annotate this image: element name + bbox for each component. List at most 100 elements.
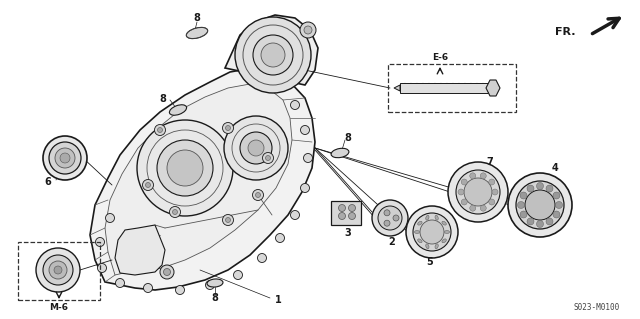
- Polygon shape: [105, 84, 292, 275]
- Text: S023-M0100: S023-M0100: [573, 303, 620, 313]
- Circle shape: [240, 132, 272, 164]
- Circle shape: [253, 35, 293, 75]
- Ellipse shape: [426, 244, 429, 249]
- Circle shape: [520, 192, 527, 199]
- Polygon shape: [115, 225, 165, 275]
- Circle shape: [54, 266, 62, 274]
- Text: 3: 3: [344, 228, 351, 238]
- Circle shape: [115, 278, 125, 287]
- Text: 6: 6: [45, 177, 51, 187]
- Polygon shape: [225, 15, 318, 85]
- Circle shape: [301, 183, 310, 192]
- Ellipse shape: [442, 221, 446, 225]
- Circle shape: [157, 128, 163, 132]
- Polygon shape: [394, 85, 400, 91]
- Text: 4: 4: [552, 163, 558, 173]
- Circle shape: [420, 220, 444, 244]
- Text: 8: 8: [344, 133, 351, 143]
- Circle shape: [525, 190, 555, 220]
- Circle shape: [527, 185, 534, 192]
- Circle shape: [248, 140, 264, 156]
- Circle shape: [175, 286, 184, 294]
- Circle shape: [224, 116, 288, 180]
- Circle shape: [291, 100, 300, 109]
- Circle shape: [492, 189, 498, 195]
- Bar: [400, 83, 488, 93]
- Circle shape: [170, 206, 180, 218]
- Circle shape: [300, 22, 316, 38]
- Circle shape: [225, 218, 230, 222]
- Circle shape: [303, 153, 312, 162]
- Circle shape: [508, 173, 572, 237]
- Circle shape: [458, 189, 464, 195]
- Circle shape: [143, 284, 152, 293]
- Circle shape: [291, 211, 300, 219]
- Circle shape: [163, 269, 170, 276]
- Circle shape: [235, 17, 311, 93]
- Circle shape: [262, 152, 273, 164]
- Circle shape: [464, 178, 492, 206]
- Circle shape: [173, 210, 177, 214]
- Circle shape: [49, 142, 81, 174]
- Circle shape: [470, 173, 476, 179]
- Circle shape: [43, 136, 87, 180]
- FancyBboxPatch shape: [331, 201, 361, 225]
- Ellipse shape: [435, 244, 438, 249]
- Circle shape: [157, 140, 213, 196]
- Circle shape: [106, 213, 115, 222]
- Text: M-6: M-6: [49, 303, 68, 313]
- Circle shape: [137, 120, 233, 216]
- Circle shape: [413, 213, 451, 251]
- Circle shape: [55, 148, 75, 168]
- Circle shape: [160, 265, 174, 279]
- Circle shape: [546, 218, 553, 225]
- Circle shape: [384, 220, 390, 226]
- Ellipse shape: [435, 215, 438, 220]
- Circle shape: [304, 26, 312, 34]
- Circle shape: [349, 212, 355, 219]
- Circle shape: [480, 173, 486, 179]
- Ellipse shape: [170, 105, 187, 115]
- Circle shape: [527, 218, 534, 225]
- Circle shape: [301, 125, 310, 135]
- Circle shape: [145, 182, 150, 188]
- Text: FR.: FR.: [554, 27, 575, 37]
- Circle shape: [266, 155, 271, 160]
- Circle shape: [97, 263, 106, 272]
- Circle shape: [518, 202, 525, 209]
- Text: 8: 8: [159, 94, 166, 104]
- Circle shape: [36, 248, 80, 292]
- Circle shape: [223, 122, 234, 133]
- Circle shape: [456, 170, 500, 214]
- Circle shape: [480, 205, 486, 211]
- Circle shape: [553, 211, 560, 218]
- Circle shape: [225, 125, 230, 130]
- Text: 8: 8: [193, 13, 200, 23]
- Text: 8: 8: [212, 293, 218, 303]
- Circle shape: [378, 206, 402, 230]
- Ellipse shape: [207, 279, 223, 287]
- Circle shape: [470, 205, 476, 211]
- Ellipse shape: [442, 239, 446, 243]
- Circle shape: [143, 180, 154, 190]
- Text: 2: 2: [388, 237, 396, 247]
- Ellipse shape: [331, 148, 349, 158]
- Text: E-6: E-6: [432, 54, 448, 63]
- Circle shape: [556, 202, 563, 209]
- Circle shape: [49, 261, 67, 279]
- Polygon shape: [90, 68, 315, 290]
- Circle shape: [349, 204, 355, 211]
- Text: 1: 1: [275, 295, 282, 305]
- Circle shape: [253, 189, 264, 201]
- Ellipse shape: [418, 239, 422, 243]
- Ellipse shape: [426, 215, 429, 220]
- Circle shape: [489, 199, 495, 205]
- Circle shape: [205, 280, 214, 290]
- Ellipse shape: [186, 27, 208, 39]
- Ellipse shape: [415, 231, 419, 234]
- Circle shape: [520, 211, 527, 218]
- Circle shape: [60, 153, 70, 163]
- Ellipse shape: [418, 221, 422, 225]
- Circle shape: [461, 199, 467, 205]
- Circle shape: [489, 179, 495, 185]
